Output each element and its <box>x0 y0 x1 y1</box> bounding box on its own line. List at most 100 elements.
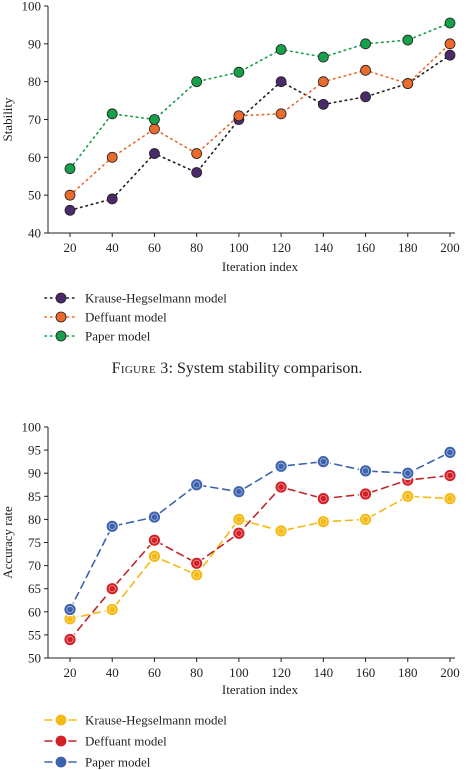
data-point-ring <box>361 515 370 524</box>
y-tick-label: 60 <box>28 604 41 619</box>
data-point <box>443 491 457 506</box>
y-tick-label: 65 <box>28 581 41 596</box>
data-point <box>358 512 373 527</box>
x-tick-label: 40 <box>106 665 119 680</box>
y-tick-label: 100 <box>22 420 42 435</box>
data-point <box>400 489 415 504</box>
y-tick-label: 70 <box>28 112 41 127</box>
data-point <box>191 148 203 159</box>
data-point <box>274 524 288 538</box>
data-point <box>402 78 414 89</box>
data-point <box>443 445 457 460</box>
data-point-ring <box>193 559 201 567</box>
data-point-ring <box>361 467 370 475</box>
data-point-ring <box>404 492 412 500</box>
data-point <box>147 533 162 547</box>
data-point <box>274 459 288 474</box>
data-point <box>233 66 245 78</box>
x-tick-label: 40 <box>106 240 119 255</box>
figure-caption-text: : System stability comparison. <box>168 360 363 377</box>
x-tick-label: 200 <box>440 240 460 255</box>
data-point-ring <box>150 536 159 544</box>
series-line-2 <box>69 22 451 170</box>
data-point <box>317 76 329 88</box>
data-point <box>316 454 331 469</box>
data-point-ring <box>235 488 243 496</box>
y-tick-label: 85 <box>28 489 41 504</box>
data-point <box>317 98 329 110</box>
x-tick-label: 120 <box>271 665 291 680</box>
x-tick-label: 80 <box>190 240 203 255</box>
data-point-ring <box>108 585 116 593</box>
data-point <box>317 51 329 63</box>
x-tick-label: 200 <box>440 665 460 680</box>
data-point-ring <box>235 515 243 524</box>
data-point <box>358 464 373 478</box>
y-tick-label: 100 <box>22 0 42 14</box>
accuracy-chart: 50 55 60 65 70 75 80 85 90 95 100 20 40 60 80 100 120 140… <box>0 420 460 770</box>
data-point <box>106 108 118 120</box>
series-line-0 <box>69 495 451 620</box>
figure-caption-label: Figure 3 <box>111 360 169 377</box>
data-point <box>149 123 160 135</box>
legend-label: Krause-Hegselmann model <box>85 713 227 728</box>
legend-marker <box>55 311 67 323</box>
data-point <box>275 76 287 88</box>
series-line-1 <box>69 474 451 641</box>
y-tick-label: 50 <box>28 188 41 203</box>
data-point <box>189 568 204 582</box>
data-point-ring <box>446 495 454 503</box>
data-point <box>232 512 246 527</box>
legend-marker <box>55 330 67 342</box>
legend-marker <box>55 292 67 304</box>
data-point-ring <box>150 513 159 521</box>
data-point-ring <box>108 522 116 530</box>
data-point <box>275 44 287 55</box>
figure-caption: Figure 3: System stability comparison. <box>0 360 474 378</box>
data-point <box>189 556 204 571</box>
x-tick-label: 140 <box>314 240 334 255</box>
y-tick-label: 50 <box>28 651 41 666</box>
data-point <box>232 526 246 541</box>
data-point-ring <box>361 490 370 498</box>
y-tick-label: 80 <box>28 512 41 527</box>
data-point-ring <box>446 471 454 480</box>
data-point-ring <box>108 605 116 614</box>
legend-marker <box>54 755 68 769</box>
data-point <box>64 189 76 201</box>
x-tick-label: 80 <box>190 665 203 680</box>
y-tick-label: 80 <box>28 74 41 89</box>
x-tick-label: 120 <box>271 240 291 255</box>
data-point <box>106 151 118 163</box>
data-point <box>191 167 203 178</box>
data-point-ring <box>319 518 327 526</box>
data-point <box>63 632 77 647</box>
stability-chart: 40 50 60 70 80 90 100 20 40 60 80 100 120 140 160 180 20… <box>0 0 460 344</box>
data-point <box>147 549 162 564</box>
legend-label: Deffuant model <box>85 734 167 749</box>
legend-label: Krause-Hegselmann model <box>85 291 227 306</box>
x-tick-label: 180 <box>398 240 418 255</box>
x-tick-label: 100 <box>229 240 249 255</box>
data-point <box>105 519 120 534</box>
data-point <box>232 484 246 499</box>
x-axis-label: Iteration index <box>222 682 299 697</box>
data-point <box>64 163 76 175</box>
data-point-ring <box>193 481 201 489</box>
data-point <box>149 148 160 159</box>
data-point-ring <box>277 462 285 470</box>
y-tick-label: 70 <box>28 558 41 573</box>
data-point <box>147 510 162 524</box>
data-point-ring <box>319 495 327 503</box>
x-tick-label: 140 <box>314 665 334 680</box>
data-point <box>360 38 371 50</box>
data-point <box>149 114 160 125</box>
data-point <box>316 491 331 506</box>
x-tick-label: 100 <box>229 665 249 680</box>
data-point <box>316 514 331 529</box>
y-axis-label: Stability <box>0 97 15 142</box>
data-point-ring <box>404 469 412 477</box>
legend-label: Deffuant model <box>85 310 167 325</box>
x-tick-label: 160 <box>356 240 376 255</box>
